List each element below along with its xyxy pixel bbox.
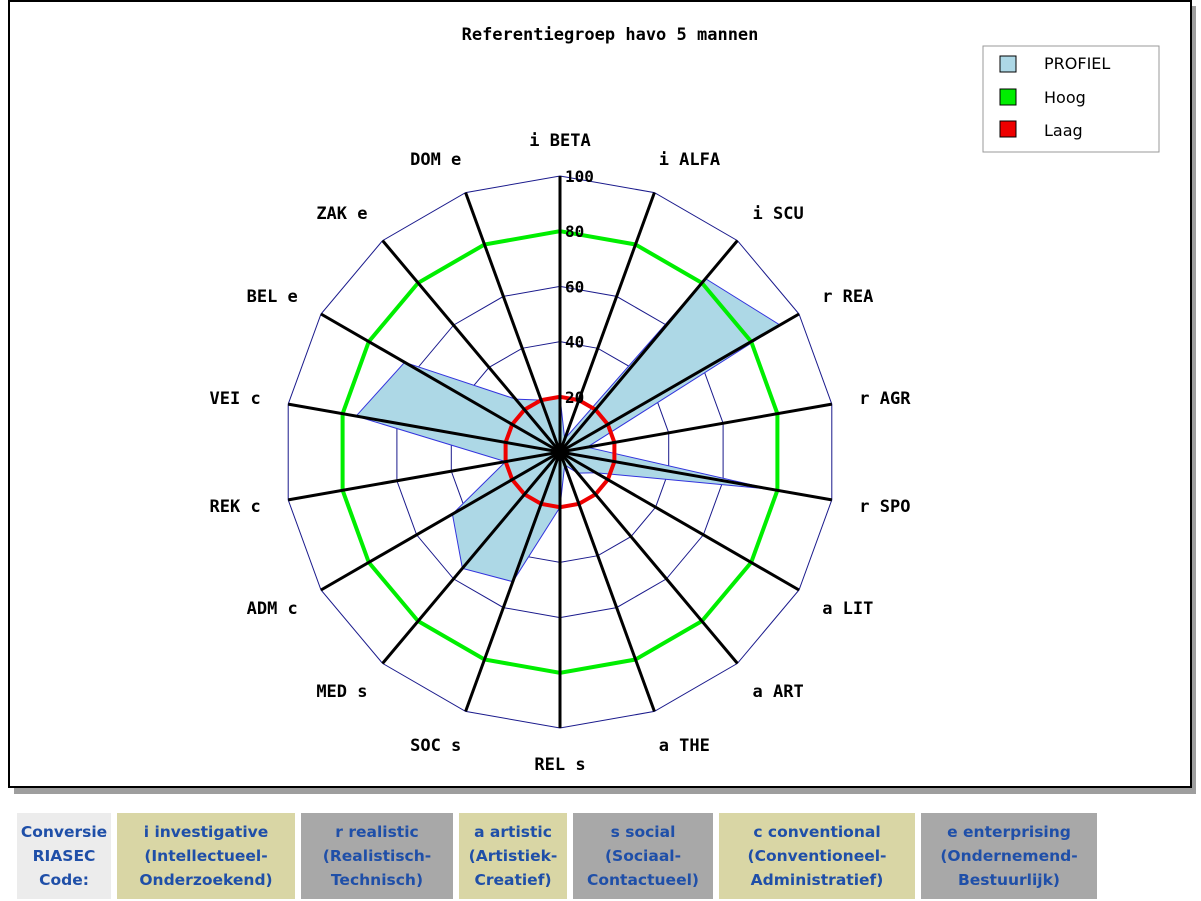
axis-label: ADM c xyxy=(247,599,298,619)
spoke-line xyxy=(381,239,562,453)
radar-spokes xyxy=(287,176,833,728)
axis-label: BEL e xyxy=(247,287,298,307)
spoke-line xyxy=(558,239,739,453)
axis-label: a ART xyxy=(753,682,804,702)
axis-label: a LIT xyxy=(822,599,873,619)
spoke-line xyxy=(464,451,562,712)
riasec-cell-c: c conventional (Conventioneel- Administr… xyxy=(719,813,915,899)
riasec-i-line: (Intellectueel- xyxy=(144,847,268,865)
riasec-header-line: Code: xyxy=(39,871,89,889)
riasec-cell-i: i investigative (Intellectueel- Onderzoe… xyxy=(117,813,295,899)
axis-label: i ALFA xyxy=(659,150,720,170)
axis-label: r REA xyxy=(822,287,873,307)
spoke-line xyxy=(381,451,562,665)
spoke-line xyxy=(558,451,656,712)
chart-shadow xyxy=(1192,6,1196,794)
center-dot xyxy=(554,446,566,458)
riasec-c-line: c conventional xyxy=(753,823,881,841)
riasec-c-line: Administratief) xyxy=(750,871,884,889)
riasec-i-line: Onderzoekend) xyxy=(139,871,273,889)
riasec-cell-a: a artistic (Artistiek- Creatief) xyxy=(459,813,567,899)
riasec-r-line: (Realistisch- xyxy=(322,847,432,865)
riasec-cell-s: s social (Sociaal- Contactueel) xyxy=(573,813,713,899)
riasec-header-line: RIASEC xyxy=(32,847,96,865)
legend-label-hoog: Hoog xyxy=(1044,88,1086,107)
axis-label: REK c xyxy=(210,497,261,517)
legend-swatch-hoog xyxy=(999,88,1017,106)
legend-swatch-profiel xyxy=(999,55,1017,73)
tick-label: 80 xyxy=(565,222,584,241)
chart-title: Referentiegroep havo 5 mannen xyxy=(462,25,759,45)
riasec-a-line: (Artistiek- xyxy=(468,847,558,865)
riasec-header-cell: Conversie RIASEC Code: xyxy=(17,813,111,899)
spoke-line xyxy=(558,192,656,453)
axis-label: REL s xyxy=(534,755,585,775)
legend-label-laag: Laag xyxy=(1044,121,1083,140)
riasec-s-line: Contactueel) xyxy=(587,871,699,889)
radar-axis-labels: i BETA i ALFA i SCU r REA r AGR r SPO a LIT a A… xyxy=(210,131,912,775)
spoke-line xyxy=(287,402,561,454)
riasec-code-table: Conversie RIASEC Code: i investigative (… xyxy=(11,813,1103,899)
spoke-line xyxy=(558,451,739,665)
riasec-r-line: r realistic xyxy=(335,823,419,841)
spoke-line xyxy=(559,450,800,592)
riasec-a-line: Creatief) xyxy=(474,871,552,889)
riasec-e-line: (Ondernemend- xyxy=(940,847,1078,865)
radar-ticks: 20 40 60 80 100 xyxy=(565,167,594,407)
riasec-cell-r: r realistic (Realistisch- Technisch) xyxy=(301,813,453,899)
axis-label: i BETA xyxy=(529,131,590,151)
riasec-r-line: Technisch) xyxy=(330,871,424,889)
spoke-line xyxy=(287,450,561,502)
riasec-header-line: Conversie xyxy=(20,823,108,841)
spoke-line xyxy=(559,402,833,454)
chart-shadow xyxy=(14,788,1196,794)
tick-label: 40 xyxy=(565,333,584,352)
axis-label: a THE xyxy=(659,736,710,756)
legend-swatch-laag xyxy=(999,120,1017,138)
axis-label: r SPO xyxy=(859,497,910,517)
tick-label: 20 xyxy=(565,388,584,407)
riasec-c-line: (Conventioneel- xyxy=(747,847,887,865)
axis-label: ZAK e xyxy=(316,204,367,224)
spoke-line xyxy=(559,312,800,454)
riasec-s-line: (Sociaal- xyxy=(604,847,682,865)
axis-label: r AGR xyxy=(859,389,911,409)
legend-label-profiel: PROFIEL xyxy=(1044,54,1110,73)
riasec-a-line: a artistic xyxy=(474,823,552,841)
tick-label: 100 xyxy=(565,167,594,186)
axis-label: MED s xyxy=(316,682,367,702)
axis-label: SOC s xyxy=(410,736,461,756)
riasec-s-line: s social xyxy=(610,823,676,841)
riasec-cell-e: e enterprising (Ondernemend- Bestuurlijk… xyxy=(921,813,1097,899)
spoke-line xyxy=(559,450,833,502)
spoke-line xyxy=(320,312,561,454)
radar-chart: Referentiegroep havo 5 mannen 20 40 60 80 10… xyxy=(210,25,1160,775)
riasec-e-line: e enterprising xyxy=(947,823,1071,841)
riasec-e-line: Bestuurlijk) xyxy=(957,871,1060,889)
axis-label: VEI c xyxy=(210,389,261,409)
spoke-line xyxy=(320,450,561,592)
legend: PROFIEL Hoog Laag xyxy=(982,45,1160,153)
riasec-i-line: i investigative xyxy=(143,823,269,841)
spoke-line xyxy=(464,192,562,453)
axis-label: i SCU xyxy=(753,204,804,224)
tick-label: 60 xyxy=(565,277,584,296)
axis-label: DOM e xyxy=(410,150,461,170)
